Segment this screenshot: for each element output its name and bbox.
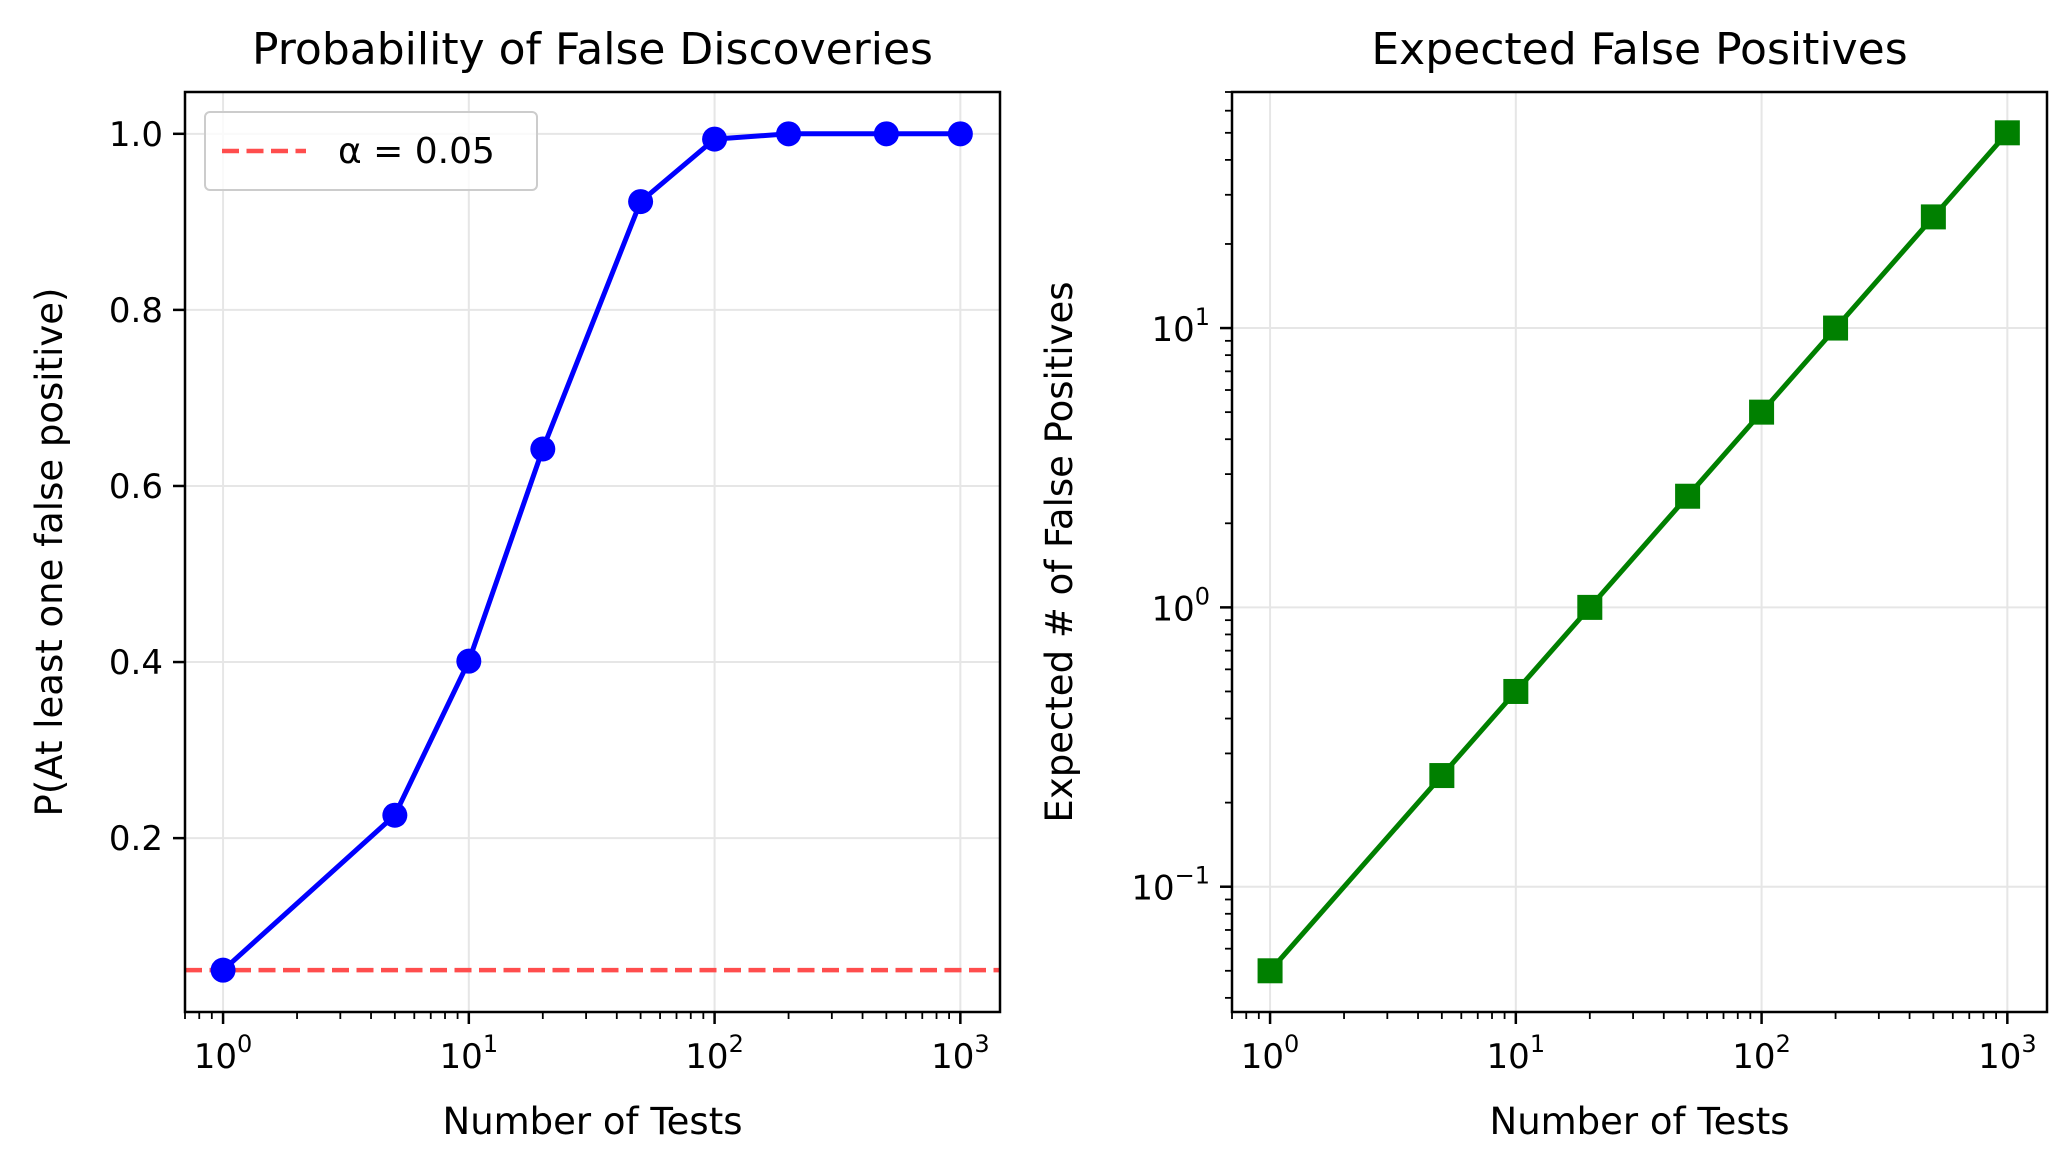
data-point-8 (873, 121, 899, 147)
data-point-7 (1823, 315, 1849, 341)
chart-1: 100 101 102 103 0.2 0.4 0.6 0.8 1.0 Probability o… (28, 24, 1002, 1143)
y-tick-label: 10−1 (1131, 862, 1210, 909)
gridlines (185, 92, 1000, 1012)
y-axis-label: Expected # of False Positives (1038, 281, 1081, 822)
data-point-6 (702, 126, 728, 152)
chart-2: 100 101 102 103 10−1 100 101 Expected False Pos… (1038, 24, 2049, 1143)
data-point-8 (1920, 204, 1946, 230)
data-point-5 (628, 189, 654, 215)
data-point-4 (530, 436, 556, 462)
x-tick-label: 102 (1732, 1030, 1791, 1077)
x-tick-label: 101 (440, 1030, 499, 1077)
x-tick-label: 103 (1978, 1030, 2037, 1077)
data-point-5 (1675, 483, 1701, 509)
y-tick-label: 0.4 (109, 643, 163, 683)
y-tick-label: 0.8 (109, 291, 163, 331)
y-tick-label: 100 (1151, 582, 1210, 629)
x-tick-label: 101 (1487, 1030, 1546, 1077)
plot-frame (1230, 90, 2049, 1014)
data-point-2 (382, 802, 408, 828)
chart-title: Expected False Positives (1371, 24, 1907, 75)
series-line (1268, 131, 2010, 973)
data-point-3 (456, 648, 482, 674)
y-tick-label: 1.0 (109, 115, 163, 155)
x-tick-label: 100 (194, 1030, 253, 1077)
data-point-6 (1749, 399, 1775, 425)
legend-box (204, 111, 538, 191)
data-point-4 (1577, 594, 1603, 620)
y-tick-label: 0.2 (109, 819, 163, 859)
data-point-9 (1994, 120, 2020, 146)
legend-label: α = 0.05 (338, 131, 495, 172)
data-point-7 (776, 121, 802, 147)
x-tick-label: 100 (1241, 1030, 1300, 1077)
data-point-1 (1257, 958, 1283, 984)
x-tick-label: 102 (685, 1030, 744, 1077)
plot-frame (183, 90, 1002, 1014)
y-axis-label: P(At least one false positive) (28, 288, 71, 817)
y-tick-label: 0.6 (109, 467, 163, 507)
data-point-9 (947, 121, 973, 147)
data-point-1 (210, 957, 236, 983)
data-point-2 (1429, 763, 1455, 789)
x-axis-label: Number of Tests (443, 1100, 743, 1143)
y-tick-label: 101 (1151, 303, 1210, 350)
gridlines (1232, 92, 2047, 1012)
legend: α = 0.05 (204, 111, 538, 191)
x-axis-label: Number of Tests (1490, 1100, 1790, 1143)
x-tick-label: 103 (931, 1030, 990, 1077)
data-point-3 (1503, 678, 1529, 704)
series-line (221, 131, 961, 973)
chart-title: Probability of False Discoveries (252, 24, 933, 75)
